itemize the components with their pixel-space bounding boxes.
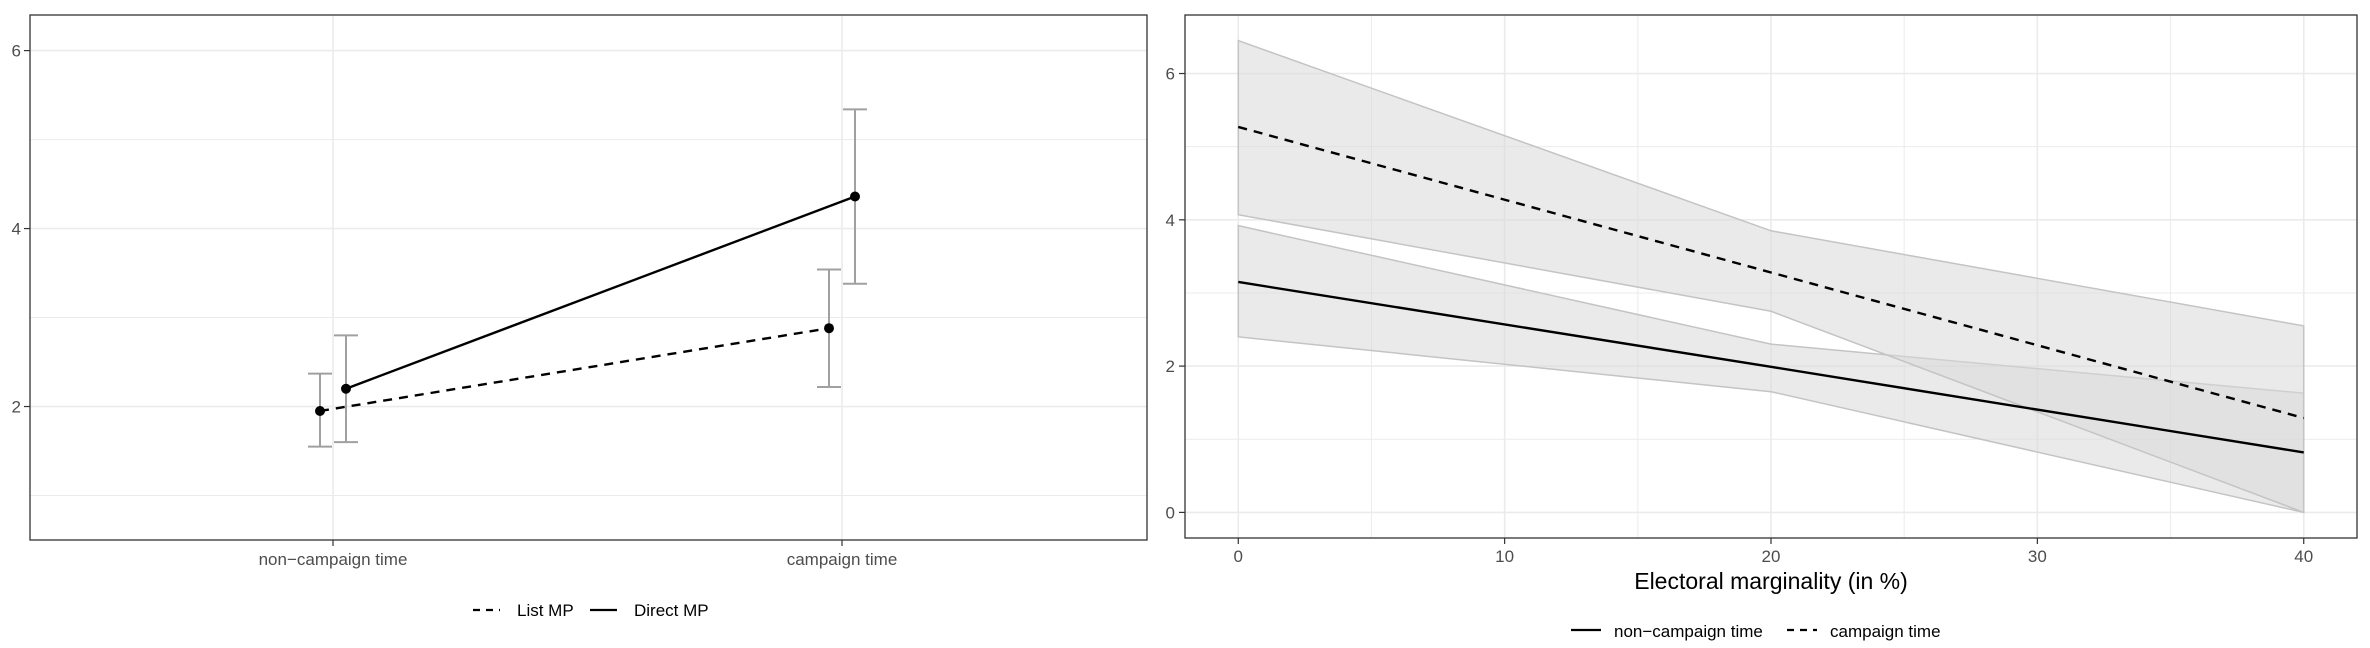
left-panel-border (29, 14, 1148, 541)
right-ribbon-campaign-time (1237, 39, 2305, 514)
right-legend-label-non-campaign-time: non−campaign time (1614, 622, 1763, 641)
left-x-tick-label-campaign-time: campaign time (787, 550, 898, 569)
right-chart-panel: 0 2 4 6 0 10 20 30 40 Electoral marginality (in… (1166, 14, 2358, 641)
right-line-non-campaign-time (1238, 280, 2304, 454)
right-confidence-ribbons (1237, 39, 2305, 514)
right-x-tick-label: 30 (2028, 547, 2047, 566)
right-series-group (1237, 125, 2305, 454)
left-line-direct-mp (345, 195, 856, 390)
left-point-direct-mp (341, 383, 351, 394)
left-point-list-mp (824, 323, 834, 334)
right-y-tick-label: 0 (1166, 503, 1175, 522)
right-x-tick-label: 20 (1762, 547, 1781, 566)
right-legend: non−campaign time campaign time (1571, 622, 1941, 641)
left-line-list-mp (319, 327, 830, 413)
left-y-axis: 2 4 6 (12, 42, 30, 417)
left-chart-panel: 2 4 6 non−campaign time campaign time List … (12, 14, 1148, 620)
right-x-tick-label: 40 (2294, 547, 2313, 566)
right-x-axis-title: Electoral marginality (in %) (1634, 568, 1908, 594)
left-gridlines (30, 15, 1147, 540)
right-line-campaign-time (1237, 125, 2305, 420)
left-plot-background (30, 15, 1147, 540)
left-y-tick-label: 2 (12, 398, 21, 417)
left-point-direct-mp (850, 191, 860, 202)
left-point-list-mp (315, 405, 325, 416)
right-y-tick-label: 6 (1166, 65, 1175, 84)
left-legend-label-list-mp: List MP (517, 601, 574, 620)
left-y-tick-label: 6 (12, 42, 21, 61)
right-y-tick-label: 2 (1166, 357, 1175, 376)
right-x-tick-label: 10 (1495, 547, 1514, 566)
left-legend-label-direct-mp: Direct MP (634, 601, 709, 620)
right-x-axis: 0 10 20 30 40 (1234, 538, 2313, 566)
right-y-tick-label: 4 (1166, 211, 1175, 230)
left-x-tick-label-non-campaign-time: non−campaign time (259, 550, 408, 569)
right-y-axis: 0 2 4 6 (1166, 65, 1185, 522)
left-y-tick-label: 4 (12, 220, 21, 239)
left-series-group (308, 108, 867, 448)
right-legend-label-campaign-time: campaign time (1830, 622, 1941, 641)
left-legend: List MP Direct MP (473, 601, 709, 620)
right-x-tick-label: 0 (1234, 547, 1243, 566)
left-x-axis: non−campaign time campaign time (259, 540, 898, 569)
